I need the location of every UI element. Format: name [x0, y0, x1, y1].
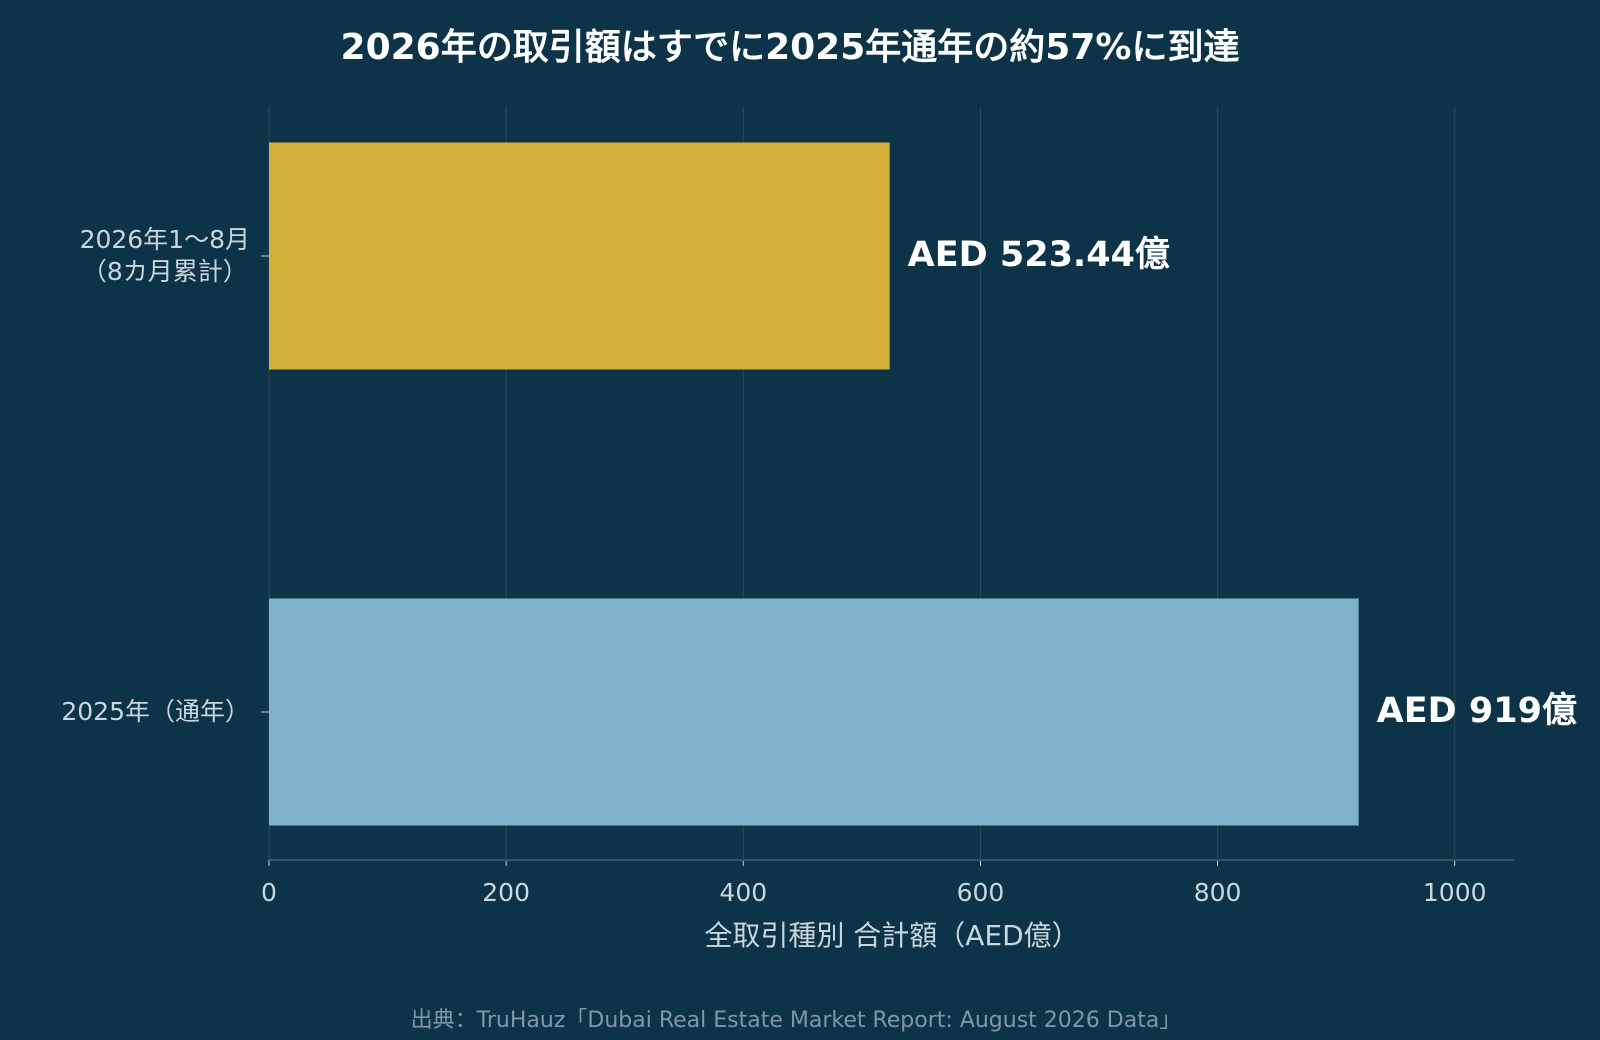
- x-tick-label: 0: [261, 878, 277, 907]
- y-tick-label: 2025年（通年）: [61, 697, 250, 726]
- bar: [269, 598, 1359, 826]
- x-axis-label: 全取引種別 合計額（AED億）: [704, 919, 1079, 952]
- source-note: 出典：TruHauz「Dubai Real Estate Market Repo…: [411, 1008, 1182, 1033]
- chart-title: 2026年の取引額はすでに2025年通年の約57%に到達: [341, 27, 1240, 68]
- value-label: AED 523.44億: [908, 235, 1170, 275]
- bar: [269, 142, 890, 370]
- x-tick-label: 600: [957, 878, 1005, 907]
- value-label: AED 919億: [1377, 691, 1577, 731]
- y-tick-label: 2026年1〜8月 （8カ月累計）: [79, 225, 250, 286]
- x-tick-label: 200: [482, 878, 530, 907]
- x-tick-label: 1000: [1423, 878, 1487, 907]
- x-tick-label: 400: [719, 878, 767, 907]
- x-tick-label: 800: [1194, 878, 1242, 907]
